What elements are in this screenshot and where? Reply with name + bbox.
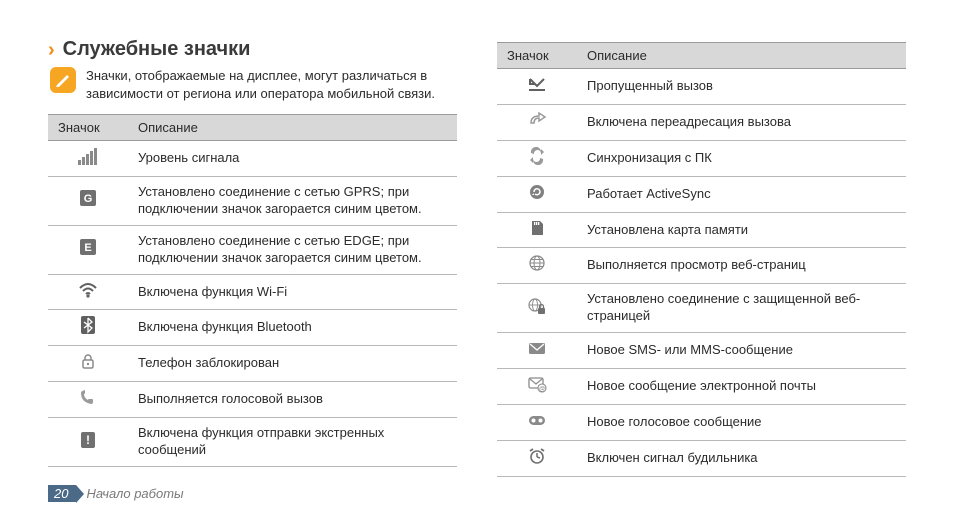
table-row: Пропущенный вызов [497, 69, 906, 105]
table-row: Включена переадресация вызова [497, 104, 906, 140]
section-heading: Служебные значки [63, 38, 251, 61]
col-header-icon: Значок [497, 43, 577, 69]
note-icon [50, 67, 76, 93]
alarm-icon [497, 440, 577, 476]
secure-web-icon [497, 284, 577, 333]
sdcard-icon [497, 212, 577, 248]
sos-icon [48, 418, 128, 467]
page-number: 20 [48, 485, 76, 502]
sms-icon [497, 333, 577, 369]
lock-icon [48, 346, 128, 382]
missed-call-icon [497, 69, 577, 105]
bluetooth-icon [48, 310, 128, 346]
icon-description: Выполняется просмотр веб-страниц [577, 248, 906, 284]
table-row: Установлена карта памяти [497, 212, 906, 248]
wifi-icon [48, 274, 128, 310]
table-row: Установлено соединение с сетью EDGE; при… [48, 225, 457, 274]
icon-description: Установлено соединение с сетью GPRS; при… [128, 176, 457, 225]
icon-description: Уровень сигнала [128, 141, 457, 177]
col-header-desc: Описание [577, 43, 906, 69]
table-row: Уровень сигнала [48, 141, 457, 177]
footer-section: Начало работы [86, 486, 183, 501]
table-row: Синхронизация с ПК [497, 140, 906, 176]
call-icon [48, 382, 128, 418]
icon-description: Установлено соединение с сетью EDGE; при… [128, 225, 457, 274]
icon-description: Включена функция Wi-Fi [128, 274, 457, 310]
browse-icon [497, 248, 577, 284]
icon-description: Телефон заблокирован [128, 346, 457, 382]
right-column: Значок Описание Пропущенный вызовВключен… [497, 38, 906, 477]
table-row: Установлено соединение с сетью GPRS; при… [48, 176, 457, 225]
table-row: Новое голосовое сообщение [497, 404, 906, 440]
icon-description: Новое сообщение электронной почты [577, 369, 906, 405]
table-row: Телефон заблокирован [48, 346, 457, 382]
page-content: › Служебные значки Значки, отображаемые … [0, 0, 954, 477]
col-header-icon: Значок [48, 115, 128, 141]
heading-row: › Служебные значки [48, 38, 457, 61]
table-row: Новое SMS- или MMS-сообщение [497, 333, 906, 369]
left-icon-table: Значок Описание Уровень сигналаУстановле… [48, 114, 457, 467]
gprs-icon [48, 176, 128, 225]
sync-pc-icon [497, 140, 577, 176]
page-footer: 20 Начало работы [0, 485, 184, 502]
activesync-icon [497, 176, 577, 212]
icon-description: Включена функция отправки экстренных соо… [128, 418, 457, 467]
note-row: Значки, отображаемые на дисплее, могут р… [48, 67, 457, 102]
icon-description: Установлено соединение с защищенной веб-… [577, 284, 906, 333]
icon-description: Новое голосовое сообщение [577, 404, 906, 440]
icon-description: Новое SMS- или MMS-сообщение [577, 333, 906, 369]
edge-icon [48, 225, 128, 274]
col-header-desc: Описание [128, 115, 457, 141]
table-row: Новое сообщение электронной почты [497, 369, 906, 405]
icon-description: Включена переадресация вызова [577, 104, 906, 140]
left-tbody: Уровень сигналаУстановлено соединение с … [48, 141, 457, 467]
table-row: Выполняется просмотр веб-страниц [497, 248, 906, 284]
icon-description: Выполняется голосовой вызов [128, 382, 457, 418]
chevron-icon: › [48, 40, 55, 60]
table-row: Включена функция Wi-Fi [48, 274, 457, 310]
table-row: Включен сигнал будильника [497, 440, 906, 476]
icon-description: Работает ActiveSync [577, 176, 906, 212]
icon-description: Установлена карта памяти [577, 212, 906, 248]
table-row: Установлено соединение с защищенной веб-… [497, 284, 906, 333]
table-row: Включена функция отправки экстренных соо… [48, 418, 457, 467]
icon-description: Синхронизация с ПК [577, 140, 906, 176]
table-row: Выполняется голосовой вызов [48, 382, 457, 418]
signal-icon [48, 141, 128, 177]
table-row: Включена функция Bluetooth [48, 310, 457, 346]
email-icon [497, 369, 577, 405]
right-tbody: Пропущенный вызовВключена переадресация … [497, 69, 906, 477]
icon-description: Включена функция Bluetooth [128, 310, 457, 346]
icon-description: Включен сигнал будильника [577, 440, 906, 476]
forward-icon [497, 104, 577, 140]
right-icon-table: Значок Описание Пропущенный вызовВключен… [497, 42, 906, 477]
icon-description: Пропущенный вызов [577, 69, 906, 105]
table-row: Работает ActiveSync [497, 176, 906, 212]
voicemail-icon [497, 404, 577, 440]
left-column: › Служебные значки Значки, отображаемые … [48, 38, 457, 477]
note-text: Значки, отображаемые на дисплее, могут р… [86, 67, 457, 102]
